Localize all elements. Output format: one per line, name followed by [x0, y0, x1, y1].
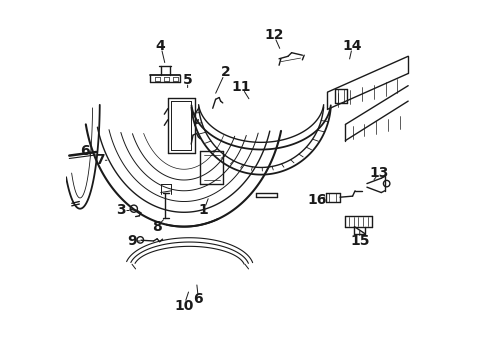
Text: 10: 10 — [174, 298, 194, 312]
Text: 15: 15 — [350, 234, 369, 248]
Text: 7: 7 — [95, 153, 104, 167]
Text: 13: 13 — [370, 166, 389, 180]
Text: 1: 1 — [199, 203, 209, 217]
Text: 12: 12 — [264, 28, 283, 42]
Text: 4: 4 — [156, 39, 166, 53]
Text: 14: 14 — [343, 39, 362, 53]
Text: 16: 16 — [307, 193, 326, 207]
Text: 5: 5 — [183, 73, 193, 87]
Text: 11: 11 — [232, 80, 251, 94]
Text: 9: 9 — [127, 234, 137, 248]
Text: 2: 2 — [220, 66, 230, 80]
Text: 6: 6 — [81, 144, 90, 158]
Text: 8: 8 — [152, 220, 162, 234]
Text: 6: 6 — [194, 292, 203, 306]
Text: 3: 3 — [117, 203, 126, 217]
